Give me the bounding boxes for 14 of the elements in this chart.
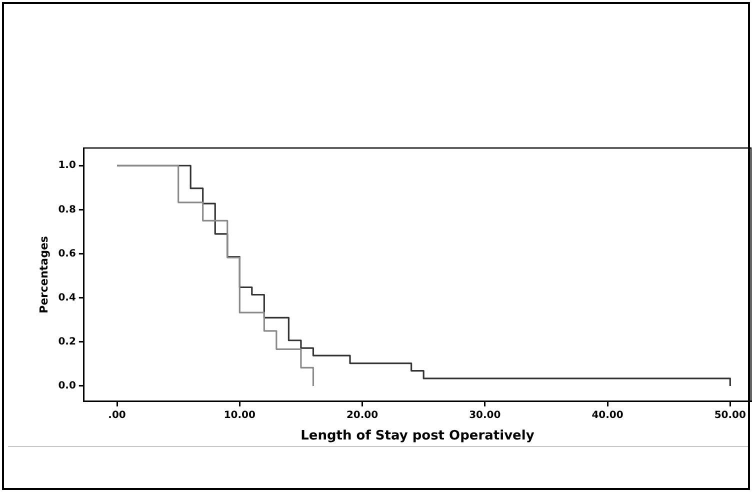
y-tick-label: 1.0 (58, 160, 76, 172)
x-axis-title: Length of Stay post Operatively (300, 428, 535, 444)
y-tick-label: 0.6 (58, 248, 76, 260)
y-tick-label: 0.4 (58, 292, 76, 304)
y-axis-title: Percentages (37, 236, 50, 314)
y-tick-label: 0.8 (58, 204, 76, 216)
y-tick-label: 0.2 (58, 336, 76, 348)
y-tick-label: 0.0 (58, 380, 76, 392)
x-tick-label: .00 (108, 410, 126, 421)
x-tick-label: 20.00 (346, 410, 378, 421)
x-tick-label: 50.00 (714, 410, 746, 421)
x-tick-label: 30.00 (469, 410, 501, 421)
x-tick-label: 40.00 (592, 410, 624, 421)
x-tick-label: 10.00 (224, 410, 256, 421)
